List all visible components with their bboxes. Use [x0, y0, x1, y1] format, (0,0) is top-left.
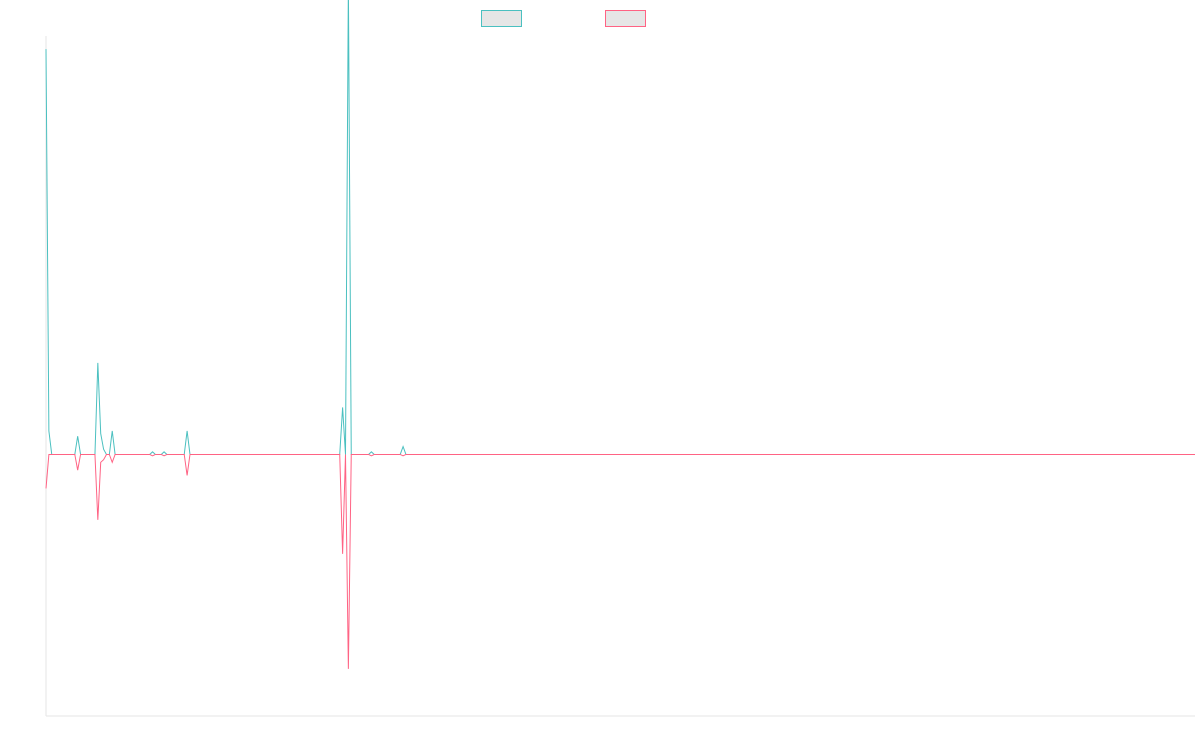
axes	[45, 36, 1195, 717]
legend-swatch-1[interactable]	[481, 10, 522, 27]
series-line-1	[45, 0, 1195, 455]
legend[interactable]	[481, 10, 646, 27]
legend-swatch-2[interactable]	[605, 10, 646, 27]
series-line-2	[45, 453, 1195, 669]
series-layer	[45, 0, 1195, 669]
